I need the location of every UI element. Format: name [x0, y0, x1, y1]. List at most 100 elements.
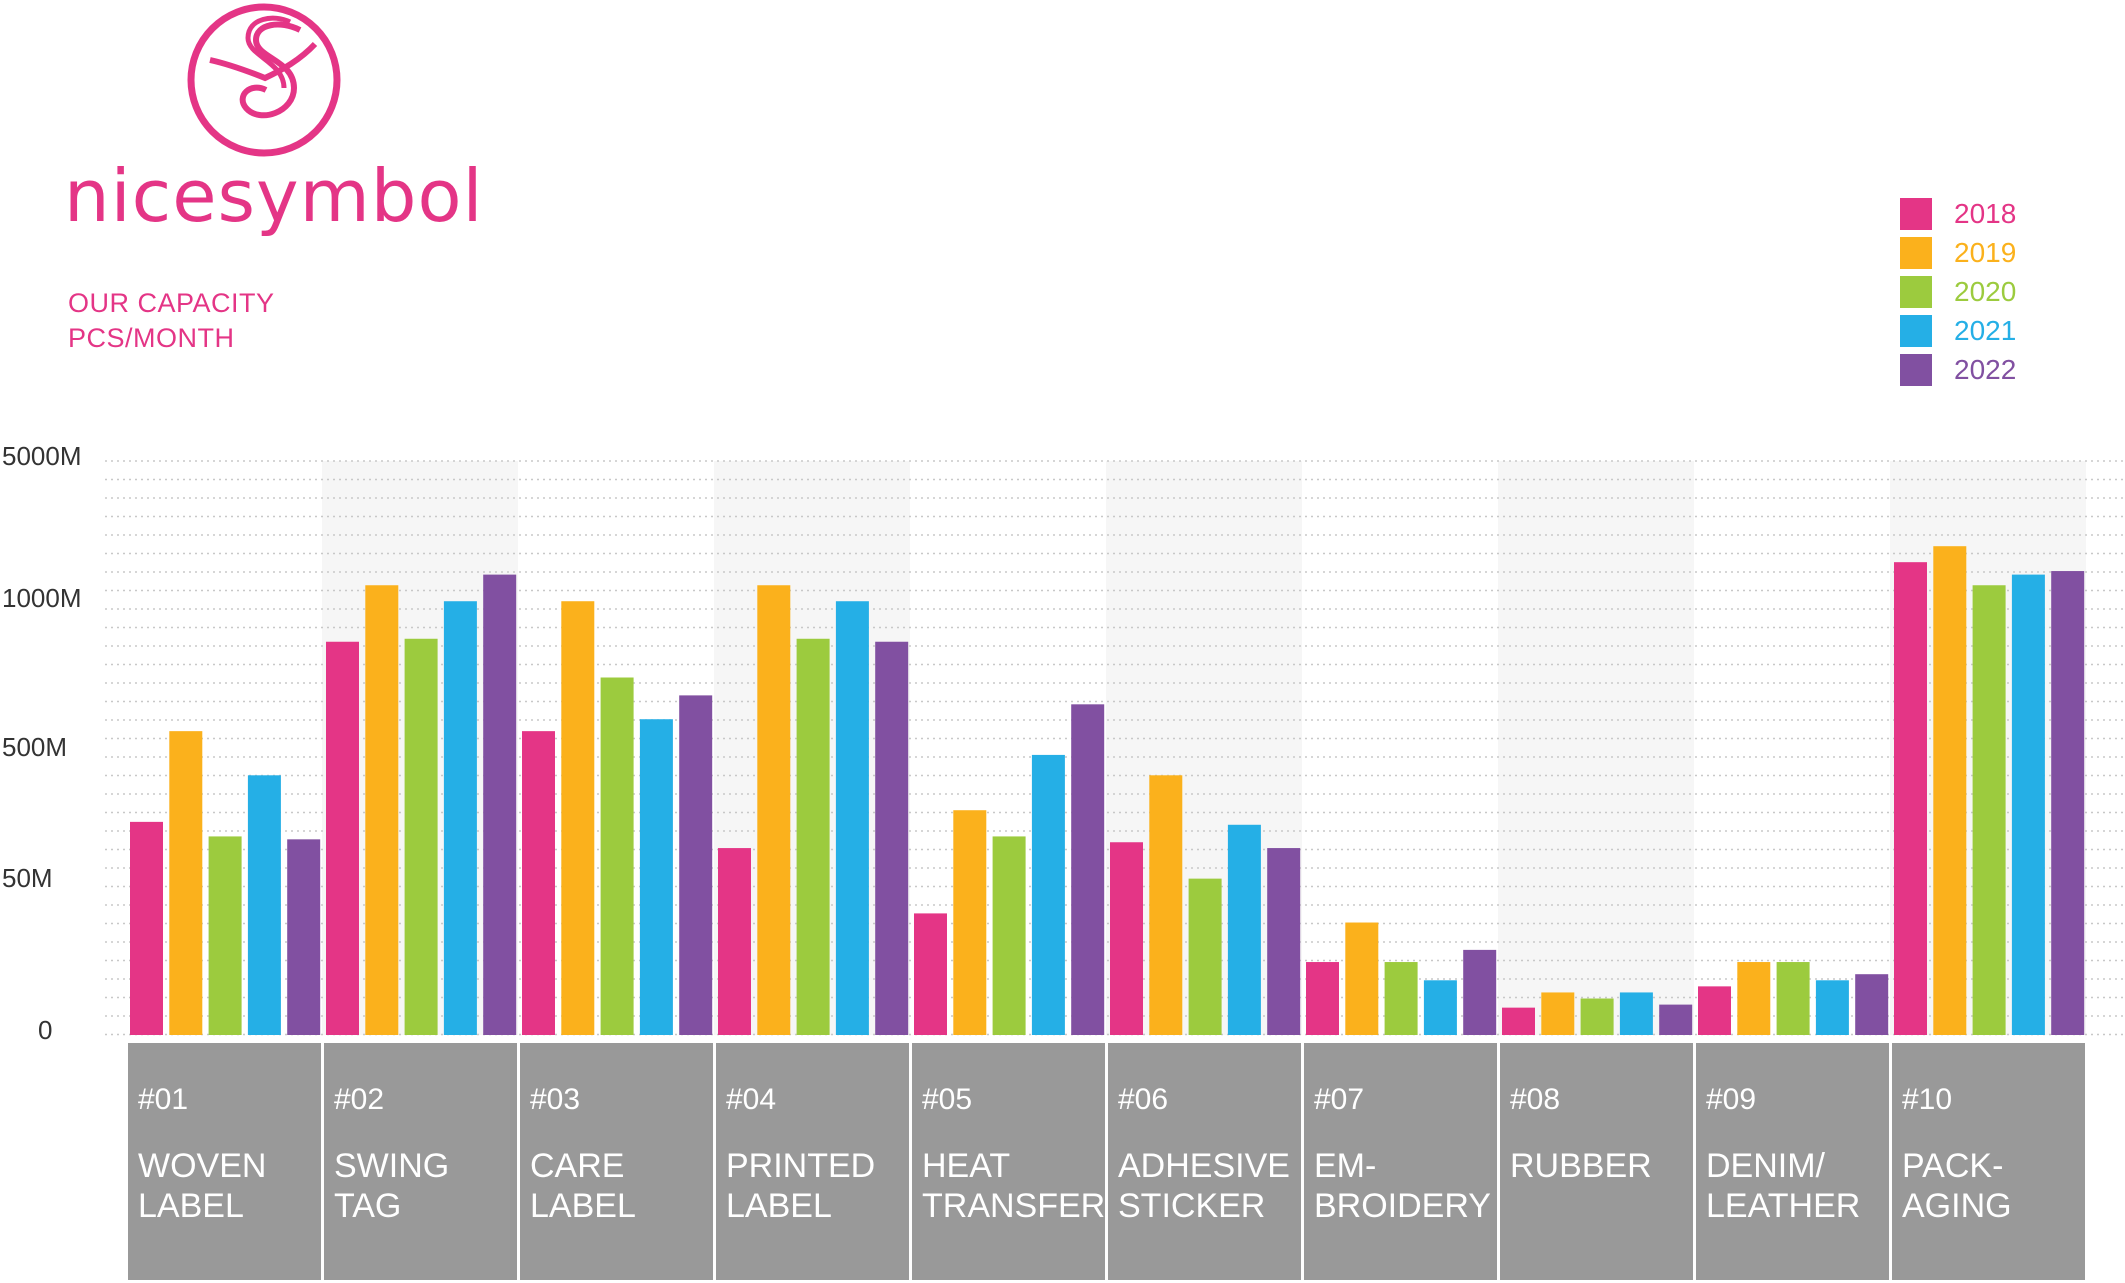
- category-name: PRINTED LABEL: [726, 1147, 876, 1225]
- bar: [1267, 848, 1301, 1035]
- bar: [639, 719, 673, 1035]
- bar: [1149, 775, 1183, 1035]
- category-tile: #10 PACK- AGING: [1892, 1043, 2085, 1280]
- legend-label: 2020: [1954, 275, 2017, 307]
- legend-label: 2019: [1954, 236, 2017, 268]
- y-tick-label: 0: [38, 1015, 52, 1045]
- bar: [365, 585, 399, 1035]
- bar: [130, 821, 163, 1035]
- bar: [1776, 962, 1810, 1035]
- bar: [1815, 980, 1849, 1035]
- y-tick-label: 500M: [2, 732, 67, 762]
- category-number: #09: [1706, 1083, 1757, 1116]
- y-tick-label: 50M: [2, 863, 53, 893]
- legend-swatch: [1900, 236, 1932, 269]
- category-name: HEAT TRANSFER: [922, 1147, 1106, 1225]
- bar: [287, 839, 321, 1035]
- legend-swatch: [1900, 275, 1932, 308]
- bar: [1580, 998, 1614, 1035]
- bar: [1071, 704, 1105, 1035]
- legend-item: 2020: [1900, 272, 2016, 311]
- category-tile: #07 EM- BROIDERY: [1304, 1043, 1497, 1280]
- bar: [1894, 562, 1927, 1035]
- legend-swatch: [1900, 197, 1932, 230]
- bar: [1502, 1007, 1535, 1035]
- bar: [561, 601, 595, 1035]
- bar: [1659, 1004, 1693, 1035]
- bar: [1384, 962, 1418, 1035]
- bar: [875, 641, 909, 1035]
- category-name: RUBBER: [1510, 1147, 1652, 1185]
- bar: [1463, 949, 1497, 1035]
- bar: [247, 775, 281, 1035]
- bar: [1188, 878, 1222, 1035]
- legend-swatch: [1900, 353, 1932, 386]
- category-number: #05: [922, 1083, 973, 1116]
- category-tile: #05 HEAT TRANSFER: [912, 1043, 1105, 1280]
- bar: [757, 585, 791, 1035]
- category-tile: #02 SWING TAG: [324, 1043, 517, 1280]
- category-tile: #04 PRINTED LABEL: [716, 1043, 909, 1280]
- legend-label: 2018: [1954, 197, 2017, 229]
- bar: [2051, 571, 2085, 1035]
- bar: [326, 641, 359, 1035]
- category-tile: #09 DENIM/ LEATHER: [1696, 1043, 1889, 1280]
- bar: [992, 836, 1026, 1035]
- bar: [208, 836, 242, 1035]
- group-background: [1498, 461, 1694, 1035]
- category-name: EM- BROIDERY: [1314, 1147, 1491, 1225]
- bar: [1698, 986, 1731, 1035]
- category-number: #03: [530, 1083, 581, 1116]
- legend-swatch: [1900, 314, 1932, 347]
- bar: [1737, 962, 1771, 1035]
- category-name: PACK- AGING: [1902, 1147, 2012, 1225]
- category-number: #02: [334, 1083, 385, 1116]
- legend-item: 2022: [1900, 350, 2016, 389]
- bar: [796, 638, 830, 1035]
- bar: [443, 601, 477, 1035]
- bar: [522, 731, 555, 1035]
- bar: [1855, 974, 1889, 1035]
- category-name: ADHESIVE STICKER: [1118, 1147, 1290, 1225]
- bar: [1933, 546, 1967, 1035]
- category-number: #07: [1314, 1083, 1365, 1116]
- y-tick-label: 5000M: [2, 441, 82, 471]
- category-name: DENIM/ LEATHER: [1706, 1147, 1861, 1225]
- category-tile: #08 RUBBER: [1500, 1043, 1693, 1280]
- bar: [1306, 962, 1339, 1035]
- bar: [1031, 754, 1065, 1035]
- category-name: SWING TAG: [334, 1147, 450, 1225]
- legend-item: 2019: [1900, 233, 2016, 272]
- brand-name: nicesymbol: [64, 154, 484, 238]
- bar: [2011, 574, 2045, 1035]
- logo-seal: [60, 0, 480, 260]
- y-tick-label: 1000M: [2, 583, 82, 613]
- bar: [914, 913, 947, 1035]
- bar: [404, 638, 438, 1035]
- category-tile: #03 CARE LABEL: [520, 1043, 713, 1280]
- category-tile: #01 WOVEN LABEL: [128, 1043, 321, 1280]
- legend-label: 2022: [1954, 353, 2017, 385]
- category-number: #10: [1902, 1083, 1953, 1116]
- bar: [1541, 992, 1575, 1035]
- bar: [953, 810, 987, 1035]
- bar: [1619, 992, 1653, 1035]
- bar: [1110, 842, 1143, 1035]
- bar: [1972, 585, 2006, 1035]
- legend-item: 2021: [1900, 311, 2016, 350]
- bar: [1227, 824, 1261, 1035]
- bar: [718, 848, 751, 1035]
- category-number: #01: [138, 1083, 189, 1116]
- category-number: #06: [1118, 1083, 1169, 1116]
- bar: [679, 695, 713, 1035]
- legend-item: 2018: [1900, 194, 2016, 233]
- legend: 2018 2019 2020 2021 2022: [1900, 194, 2016, 389]
- category-tile: #06 ADHESIVE STICKER: [1108, 1043, 1301, 1280]
- bar-chart: 0 50M 500M 1000M 5000M: [2, 441, 2125, 1045]
- category-name: CARE LABEL: [530, 1147, 636, 1225]
- bar: [600, 677, 634, 1035]
- legend-label: 2021: [1954, 314, 2017, 346]
- bar: [483, 574, 517, 1035]
- bar: [1345, 922, 1379, 1035]
- category-number: #08: [1510, 1083, 1561, 1116]
